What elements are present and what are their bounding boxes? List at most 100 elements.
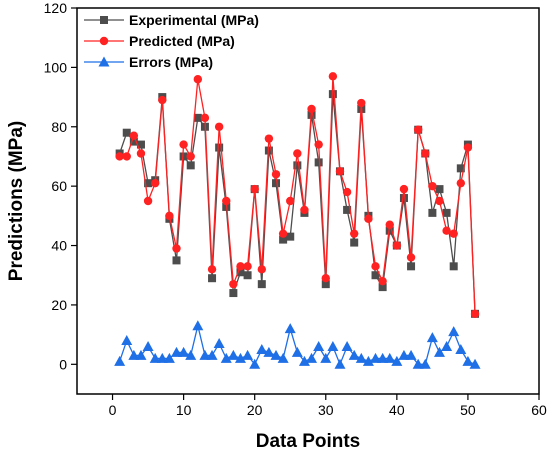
- data-point: [426, 332, 438, 343]
- legend-label: Experimental (MPa): [129, 12, 259, 28]
- data-point: [298, 355, 310, 366]
- data-point: [122, 152, 131, 161]
- data-point: [257, 265, 266, 274]
- data-point: [286, 196, 295, 206]
- x-tick-label: 50: [460, 402, 476, 418]
- data-point: [405, 349, 417, 360]
- plot-area-border: [76, 7, 540, 395]
- data-point: [455, 343, 467, 354]
- data-point: [114, 355, 126, 366]
- x-axis-ticks: 0 10 20 30 40 50 60: [109, 394, 547, 418]
- data-point: [158, 95, 167, 105]
- data-point: [293, 161, 302, 170]
- y-tick-label: 60: [51, 178, 67, 194]
- y-tick-label: 80: [51, 119, 67, 135]
- series-line: [119, 76, 476, 314]
- data-point: [207, 265, 217, 274]
- data-point: [171, 346, 183, 357]
- x-tick-label: 60: [531, 402, 547, 418]
- data-point: [463, 143, 473, 152]
- data-point: [115, 152, 124, 161]
- data-point: [149, 352, 161, 363]
- data-point: [300, 205, 309, 215]
- data-point: [208, 274, 217, 283]
- data-point: [249, 358, 261, 369]
- data-point: [348, 349, 360, 360]
- legend-label: Predicted (MPa): [129, 33, 235, 49]
- data-point: [257, 280, 266, 289]
- x-tick-label: 30: [318, 402, 334, 418]
- y-tick-label: 0: [59, 356, 67, 372]
- data-point: [371, 262, 380, 271]
- data-point: [328, 72, 338, 81]
- y-tick-label: 40: [51, 238, 67, 254]
- data-point: [470, 309, 480, 319]
- data-point: [165, 211, 174, 221]
- data-point: [313, 340, 325, 351]
- y-axis-title: Predictions (MPa): [6, 121, 27, 281]
- data-point: [214, 122, 224, 131]
- data-point: [320, 352, 332, 363]
- data-point: [271, 170, 281, 179]
- data-point: [143, 196, 153, 206]
- legend-swatch-marker: [98, 56, 110, 67]
- data-point: [441, 340, 453, 351]
- data-point: [272, 179, 281, 188]
- data-point: [185, 349, 197, 360]
- series-circle: [115, 72, 480, 319]
- data-point: [142, 340, 154, 351]
- data-point: [428, 208, 437, 217]
- data-point: [362, 355, 374, 366]
- y-tick-label: 120: [44, 0, 68, 16]
- data-point: [433, 346, 445, 357]
- data-point: [144, 179, 153, 188]
- y-axis-ticks: 0 20 40 60 80 100 120: [44, 0, 77, 372]
- data-point: [327, 340, 339, 351]
- data-point: [121, 335, 133, 346]
- legend-item: Experimental (MPa): [84, 12, 259, 28]
- data-point: [193, 113, 202, 122]
- data-point: [278, 229, 288, 238]
- data-point: [128, 349, 140, 360]
- data-point: [321, 280, 330, 289]
- data-point: [343, 205, 352, 214]
- x-tick-label: 40: [389, 402, 405, 418]
- data-point: [172, 256, 181, 265]
- data-point: [377, 352, 389, 363]
- data-point: [163, 352, 175, 363]
- data-point: [270, 349, 282, 360]
- data-point: [398, 349, 410, 360]
- data-point: [263, 346, 275, 357]
- data-point: [186, 152, 195, 161]
- legend-swatch-marker: [99, 36, 109, 46]
- data-point: [256, 343, 268, 354]
- data-point: [156, 352, 168, 363]
- x-tick-label: 0: [109, 402, 117, 418]
- data-point: [227, 349, 239, 360]
- data-point: [399, 184, 409, 194]
- data-point: [135, 349, 147, 360]
- data-point: [462, 355, 474, 366]
- data-point: [179, 140, 188, 149]
- data-point: [236, 268, 245, 277]
- data-point: [421, 149, 430, 158]
- data-point: [192, 320, 204, 331]
- data-point: [178, 346, 190, 357]
- data-point: [250, 184, 259, 194]
- data-point: [413, 125, 423, 134]
- data-point: [384, 352, 396, 363]
- data-point: [448, 326, 460, 337]
- data-point: [355, 352, 367, 363]
- data-point: [243, 271, 252, 280]
- data-point: [291, 346, 303, 357]
- legend: Experimental (MPa) Predicted (MPa) Errors …: [84, 12, 259, 70]
- data-point: [213, 338, 225, 349]
- series-layer: [114, 72, 481, 369]
- data-point: [222, 196, 231, 206]
- data-point: [186, 161, 195, 170]
- data-point: [264, 134, 274, 143]
- data-point: [243, 262, 252, 271]
- plot-frame: [76, 7, 540, 395]
- data-point: [342, 187, 352, 197]
